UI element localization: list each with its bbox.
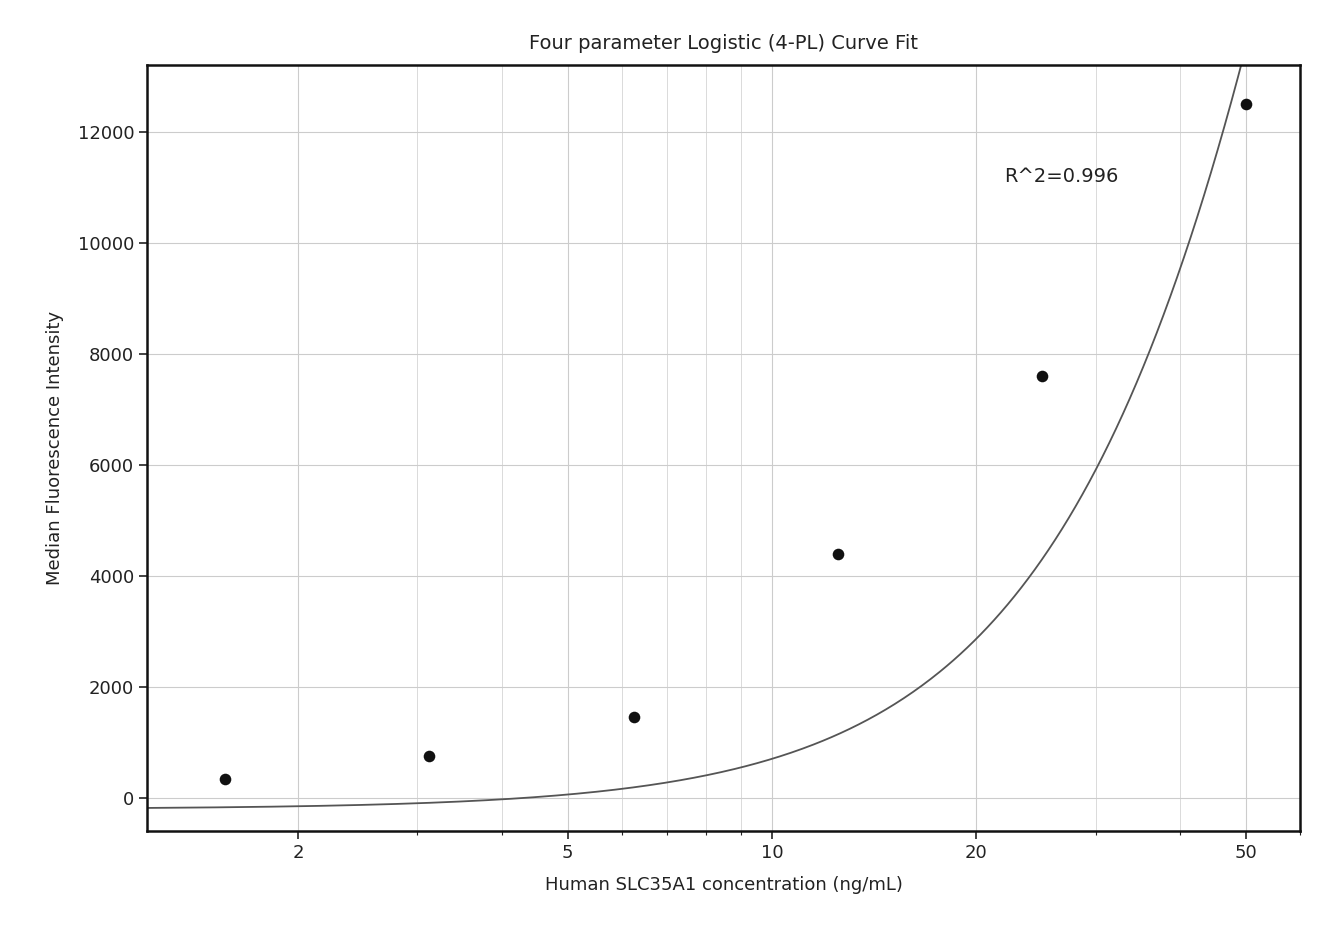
Point [418, 749, 440, 764]
Point [1235, 97, 1257, 112]
Y-axis label: Median Fluorescence Intensity: Median Fluorescence Intensity [46, 311, 64, 586]
Point [623, 710, 645, 725]
Title: Four parameter Logistic (4-PL) Curve Fit: Four parameter Logistic (4-PL) Curve Fit [529, 34, 918, 52]
Point [214, 771, 236, 786]
Point [1032, 369, 1053, 384]
Text: R^2=0.996: R^2=0.996 [1004, 167, 1119, 186]
Point [827, 546, 848, 561]
X-axis label: Human SLC35A1 concentration (ng/mL): Human SLC35A1 concentration (ng/mL) [544, 876, 903, 895]
